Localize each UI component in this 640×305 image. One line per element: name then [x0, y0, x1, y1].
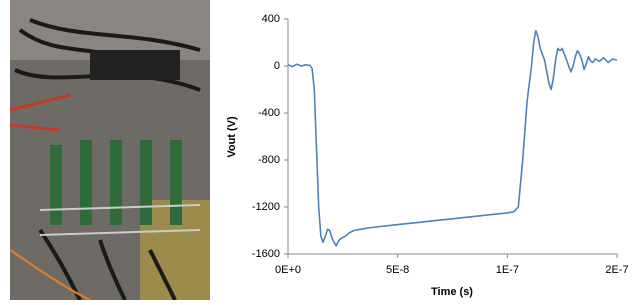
photo-connector: [90, 50, 180, 80]
figure: Vout (V) Time (s) 400 0 -400 -800 -1200 -1600…: [0, 0, 640, 300]
hardware-photo: [10, 0, 210, 300]
y-axis-title: Vout (V): [226, 116, 238, 158]
y-tick-label: -1600: [252, 248, 280, 260]
x-axis-title: Time (s): [431, 286, 473, 298]
x-tick-label: 1E-7: [496, 264, 519, 276]
x-tick-label: 5E-8: [386, 264, 409, 276]
x-tick-label: 2E-7: [605, 264, 628, 276]
y-tick-label: 0: [274, 60, 280, 72]
y-tick-label: 400: [262, 13, 280, 25]
data-line: [288, 31, 617, 246]
y-tick-label: -400: [258, 107, 280, 119]
y-tick-label: -1200: [252, 201, 280, 213]
y-tick-label: -800: [258, 154, 280, 166]
page: {"chart_data": {"type": "line", "x_label…: [0, 0, 640, 300]
x-tick-label: 0E+0: [275, 264, 301, 276]
